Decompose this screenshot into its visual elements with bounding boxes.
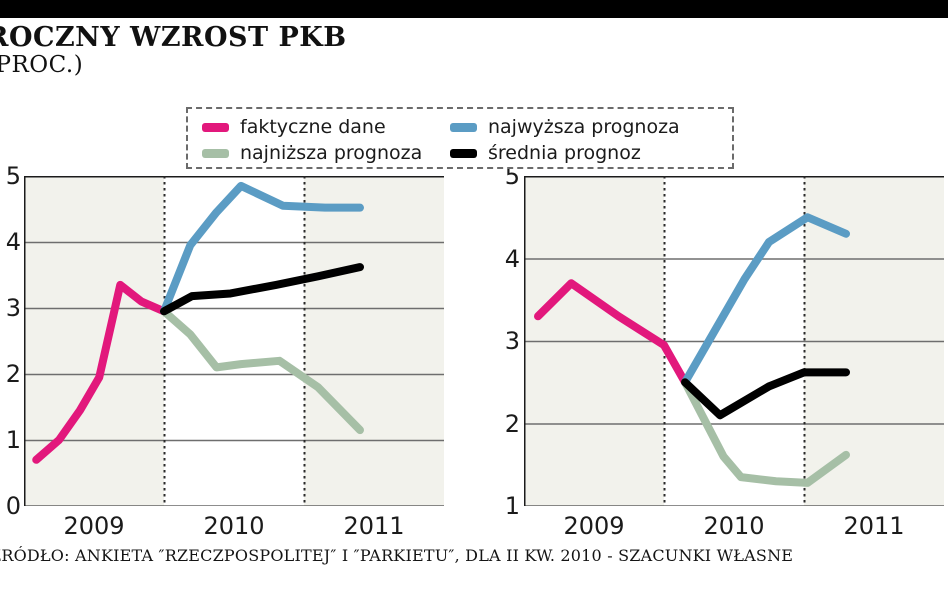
- chart-inflacja: ROCZNA INFLACJA (PROC.) 1234520092010201…: [474, 0, 948, 593]
- y-tick-label: 3: [504, 327, 520, 355]
- top-black-bar: [0, 0, 948, 18]
- legend-item-actual[interactable]: faktyczne dane: [202, 116, 450, 138]
- chart-svg-pkb: [24, 176, 444, 506]
- y-tick-label: 2: [5, 360, 21, 388]
- series-line-actual: [534, 279, 689, 387]
- x-tick-label: 2009: [63, 512, 125, 540]
- legend-label-actual: faktyczne dane: [240, 116, 386, 138]
- legend-item-lowest[interactable]: najniższa prognoza: [202, 142, 450, 164]
- y-tick-label: 5: [504, 162, 520, 190]
- legend: faktyczne dane najwyższa prognoza najniż…: [186, 107, 734, 169]
- legend-label-lowest: najniższa prognoza: [240, 142, 423, 164]
- legend-swatch-actual: [202, 122, 229, 132]
- series-line-actual: [32, 280, 168, 464]
- year-band: [164, 176, 304, 506]
- page-subtitle-pkb: (PROC.): [0, 52, 84, 78]
- series-line-lowest: [160, 307, 364, 435]
- y-tick-label: 1: [504, 492, 520, 520]
- y-tick-label: 2: [504, 409, 520, 438]
- source-note-pkb: ŹRÓDŁO: ANKIETA ″RZECZPOSPOLITEJ″ I ″PAR…: [0, 546, 794, 565]
- legend-item-highest[interactable]: najwyższa prognoza: [450, 116, 732, 138]
- legend-swatch-lowest: [202, 148, 229, 158]
- y-tick-label: 5: [5, 162, 21, 190]
- plot-area-pkb: 0 1 2 3 4 5 2009 2010 2011: [6, 162, 444, 540]
- x-tick-label: 2010: [703, 512, 765, 540]
- legend-label-highest: najwyższa prognoza: [488, 116, 680, 138]
- x-tick-label: 2009: [563, 512, 625, 540]
- legend-swatch-highest: [450, 122, 477, 132]
- series-line-highest: [160, 181, 364, 316]
- legend-swatch-average: [450, 148, 477, 158]
- chart-pkb: ROCZNY WZROST PKB (PROC.) 0 1 2 3 4 5 2009 2010…: [0, 22, 793, 566]
- series-line-average: [681, 368, 850, 420]
- x-tick-label: 2011: [343, 512, 405, 540]
- series-line-average: [160, 263, 364, 316]
- plot-area-inflacja: 1 2 3 4 5 2009 2010 2011: [505, 162, 944, 540]
- legend-item-average[interactable]: średnia prognoz: [450, 142, 732, 164]
- y-tick-label: 0: [5, 492, 21, 520]
- y-tick-label: 1: [5, 426, 21, 454]
- x-tick-label: 2010: [203, 512, 265, 540]
- y-tick-label: 3: [5, 294, 21, 322]
- legend-label-average: średnia prognoz: [488, 142, 641, 164]
- series-line-lowest: [681, 378, 850, 487]
- y-tick-label: 4: [504, 244, 520, 273]
- page-title-pkb: ROCZNY WZROST PKB: [0, 22, 347, 53]
- chart-svg-inflacja: [524, 176, 944, 506]
- series-line-highest: [681, 213, 850, 387]
- y-tick-label: 4: [5, 228, 21, 256]
- x-tick-label: 2011: [843, 512, 905, 540]
- year-band: [304, 176, 444, 506]
